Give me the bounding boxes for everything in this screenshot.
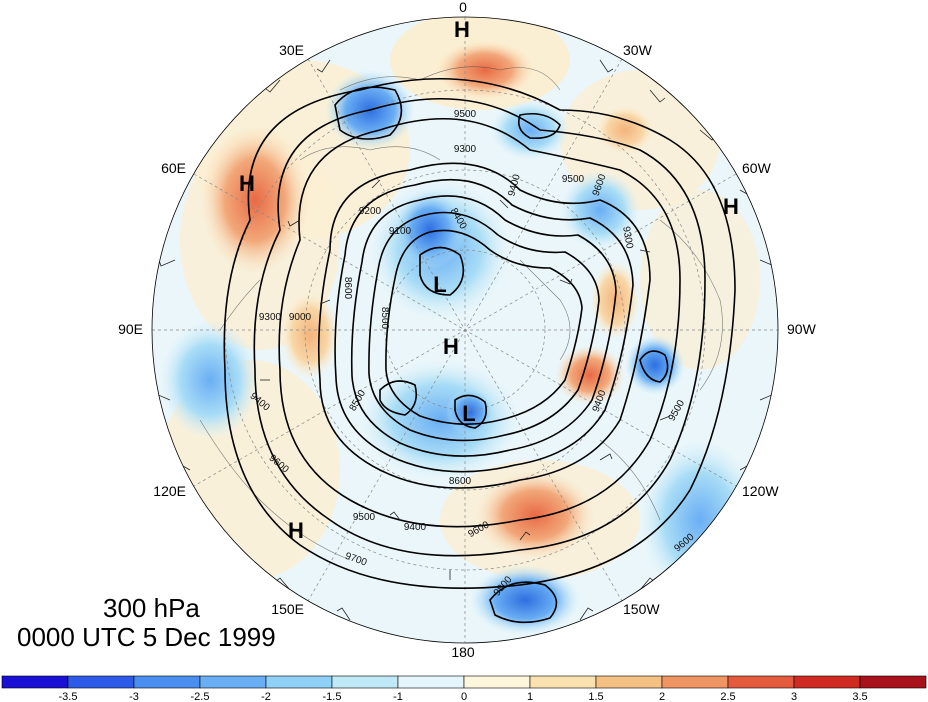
pressure-centers: H H H H H L L	[239, 17, 739, 543]
contour-label: 9400	[404, 522, 427, 533]
colorbar-tick-label: -1	[393, 691, 403, 702]
colorbar-swatch	[793, 675, 861, 689]
low-pressure-center: L	[462, 401, 475, 426]
contour-label: 9300	[454, 144, 477, 155]
height-contours	[223, 78, 736, 624]
colorbar-tick-label: 2.5	[720, 691, 735, 702]
map-boundary	[151, 16, 779, 644]
colorbar-swatch	[265, 675, 333, 689]
colorbar-tick-label: -3.5	[59, 691, 78, 702]
longitude-label: 60W	[742, 160, 772, 176]
longitude-label: 150W	[623, 601, 660, 617]
coastlines	[199, 66, 723, 561]
colorbar-swatch	[859, 675, 927, 689]
high-pressure-center: H	[288, 518, 304, 543]
contour-label: 8500	[379, 307, 390, 330]
colorbar-swatch	[661, 675, 729, 689]
contour-label: 9200	[359, 206, 382, 217]
colorbar-tick-label: 1	[527, 691, 533, 702]
colorbar-swatch	[133, 675, 201, 689]
contour-label: 9300	[259, 312, 282, 323]
longitude-labels: 0 30W 60W 90W 120W 150W 180 150E 120E 90…	[118, 0, 816, 660]
colorbar-tick-label: -1.5	[323, 691, 342, 702]
colorbar-swatch	[199, 675, 267, 689]
colorbar-swatch	[727, 675, 795, 689]
longitude-label: 120E	[153, 483, 186, 499]
colorbar-tick-label: 0	[461, 691, 467, 702]
valid-time-caption: 0000 UTC 5 Dec 1999	[17, 622, 276, 652]
contour-label: 8600	[449, 476, 472, 487]
colorbar-tick-label: -2.5	[191, 691, 210, 702]
colorbar-tick-label: 3.5	[852, 691, 867, 702]
pressure-level-caption: 300 hPa	[103, 593, 200, 623]
longitude-label: 90E	[118, 321, 143, 337]
contour-label: 9100	[389, 226, 412, 237]
longitude-label: 30E	[279, 42, 304, 58]
colorbar-tick-label: -2	[261, 691, 271, 702]
colorbar-tick-label: 1.5	[588, 691, 603, 702]
colorbar-tick-label: 3	[791, 691, 797, 702]
longitude-label: 0	[459, 0, 467, 15]
low-pressure-center: L	[433, 272, 446, 297]
colorbar-swatch	[529, 675, 597, 689]
longitude-label: 180	[451, 644, 475, 660]
contour-label: 9500	[562, 174, 585, 185]
longitude-label: 30W	[623, 42, 653, 58]
high-pressure-center: H	[723, 194, 739, 219]
high-pressure-center: H	[443, 334, 459, 359]
colorbar-swatch	[331, 675, 399, 689]
map-disk	[152, 17, 778, 643]
colorbar-swatch	[595, 675, 663, 689]
colorbar-tick-label: -3	[129, 691, 139, 702]
contour-label: 9500	[454, 109, 477, 120]
longitude-label: 60E	[161, 160, 186, 176]
colorbar-swatch	[463, 675, 531, 689]
high-pressure-center: H	[239, 171, 255, 196]
contour-label: 9000	[289, 312, 312, 323]
contour-label: 8600	[342, 277, 353, 300]
high-pressure-center: H	[454, 17, 470, 42]
colorbar-tick-label: 2	[659, 691, 665, 702]
colorbar-swatch	[397, 675, 465, 689]
graticule	[152, 17, 778, 643]
longitude-label: 120W	[742, 483, 779, 499]
colorbar-swatch	[1, 675, 69, 689]
colorbar-swatch	[67, 675, 135, 689]
colorbar: -3.5 -3 -2.5 -2 -1.5 -1 0 1 1.5 2 2.5 3 3.5	[1, 675, 927, 702]
longitude-label: 150E	[271, 601, 304, 617]
contour-label: 9500	[353, 512, 376, 523]
contour-label: 9300	[620, 226, 635, 250]
longitude-label: 90W	[787, 321, 817, 337]
